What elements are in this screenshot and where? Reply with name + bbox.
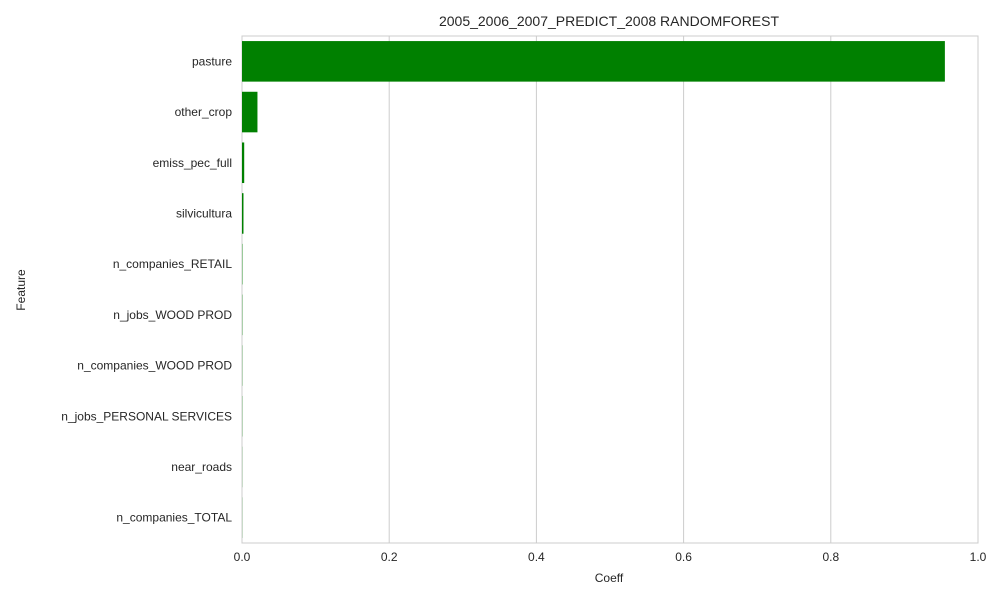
bars — [242, 41, 945, 538]
y-tick-labels: pasture other_crop emiss_pec_full silvicult… — [61, 54, 232, 524]
y-tick-label: near_roads — [171, 460, 232, 474]
y-axis-label: Feature — [14, 269, 28, 311]
y-tick-label: n_jobs_PERSONAL SERVICES — [61, 409, 232, 423]
y-tick-label: emiss_pec_full — [153, 156, 232, 170]
x-tick-labels: 0.0 0.2 0.4 0.6 0.8 1.0 — [234, 550, 987, 564]
x-tick-label: 0.2 — [381, 550, 398, 564]
y-tick-label: pasture — [192, 54, 232, 68]
x-tick-label: 1.0 — [970, 550, 987, 564]
grid-lines — [241, 35, 979, 544]
y-tick-label: other_crop — [175, 105, 233, 119]
y-tick-label: n_companies_TOTAL — [116, 511, 232, 525]
y-tick-label: n_companies_WOOD PROD — [77, 359, 232, 373]
y-tick-label: silvicultura — [176, 206, 232, 220]
bar — [242, 41, 945, 82]
x-tick-label: 0.4 — [528, 550, 545, 564]
bar — [242, 193, 244, 234]
x-tick-label: 0.8 — [822, 550, 839, 564]
y-tick-label: n_jobs_WOOD PROD — [113, 308, 232, 322]
bar — [242, 91, 258, 133]
x-tick-label: 0.6 — [675, 550, 692, 564]
x-axis-label: Coeff — [595, 571, 624, 585]
plot-frame — [241, 35, 979, 544]
bar — [242, 142, 245, 184]
y-tick-label: n_companies_RETAIL — [113, 257, 233, 271]
chart-title: 2005_2006_2007_PREDICT_2008 RANDOMFOREST — [439, 13, 780, 29]
x-tick-label: 0.0 — [234, 550, 251, 564]
